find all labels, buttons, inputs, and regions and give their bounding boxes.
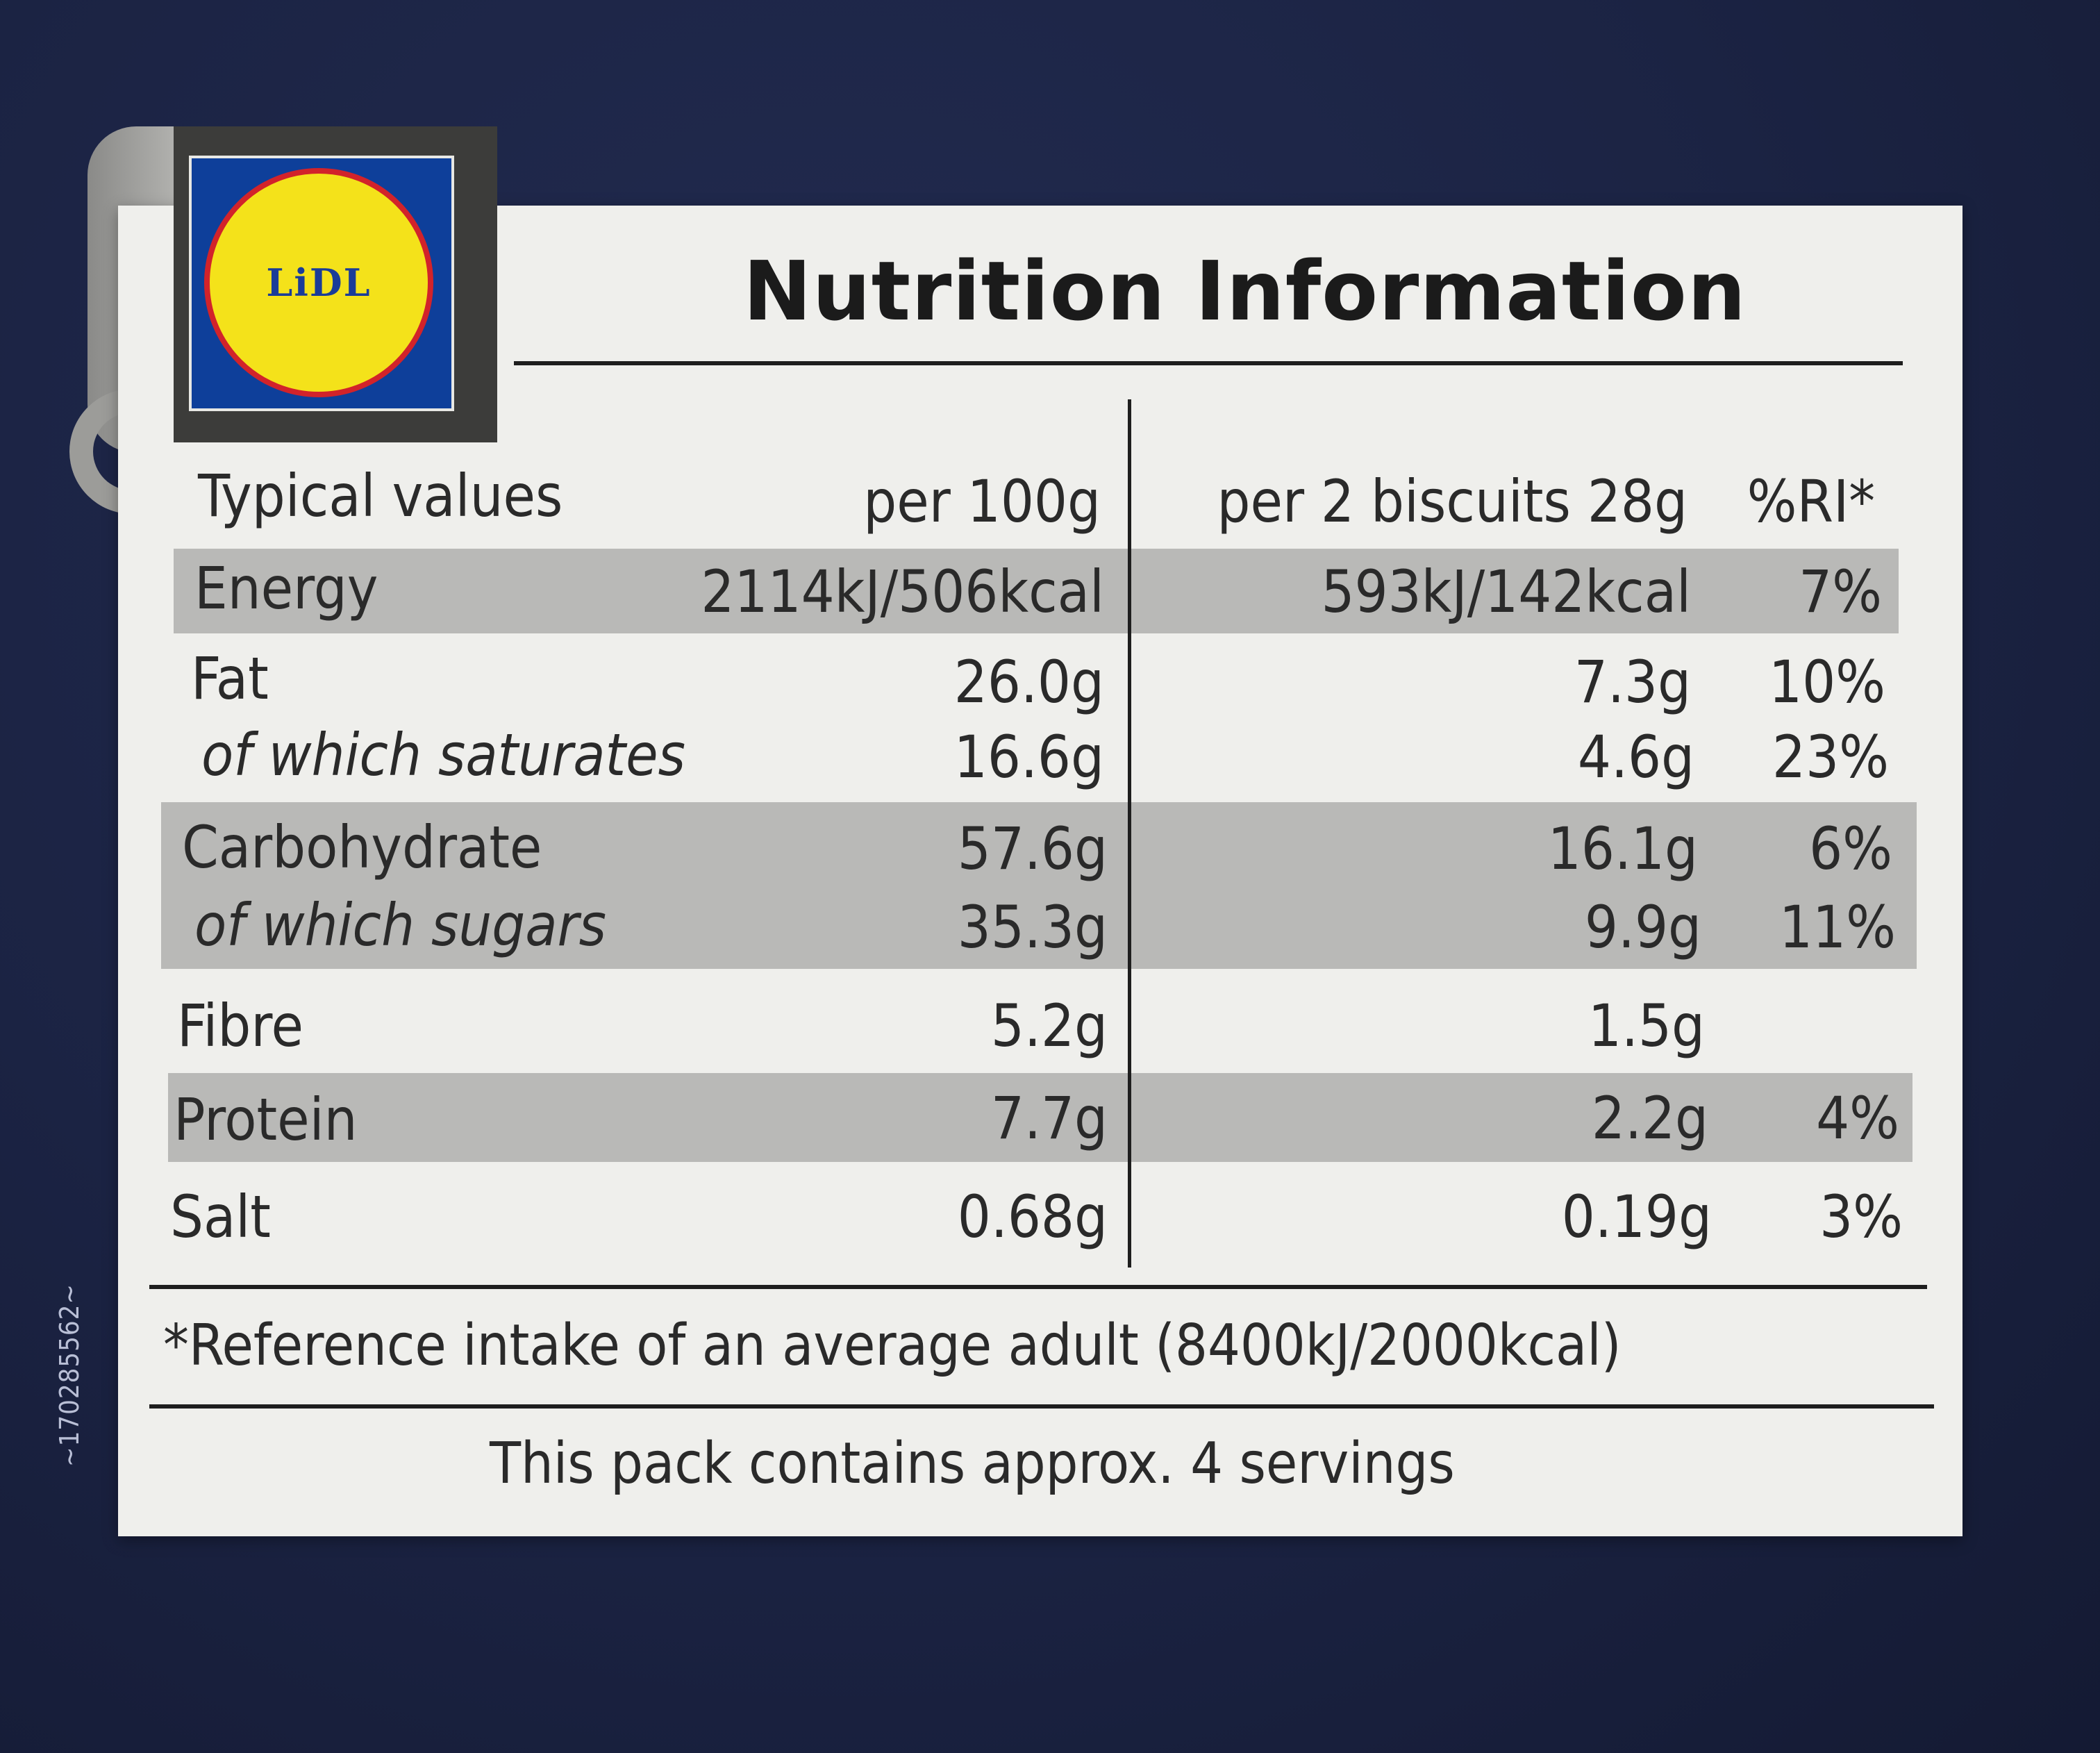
lidl-logo: LiDL: [189, 156, 454, 411]
row-label-salt: Salt: [170, 1183, 271, 1251]
reference-intake-footnote: *Reference intake of an average adult (8…: [163, 1313, 1622, 1379]
row-ri-fat: 10%: [1769, 648, 1885, 716]
row-ri-energy: 7%: [1799, 558, 1882, 626]
row-serving-saturates: 4.6g: [1577, 723, 1694, 791]
column-divider: [1128, 399, 1131, 1268]
row-per100-sugars: 35.3g: [957, 893, 1108, 961]
row-ri-salt: 3%: [1819, 1183, 1903, 1251]
header-ri: %RI*: [1747, 467, 1875, 535]
row-band-carbohydrate: [161, 802, 1917, 969]
row-serving-fibre: 1.5g: [1588, 992, 1705, 1060]
row-band-protein: [168, 1073, 1912, 1162]
row-serving-salt: 0.19g: [1561, 1183, 1712, 1251]
title-divider: [514, 361, 1903, 365]
row-per100-fibre: 5.2g: [990, 992, 1108, 1060]
row-serving-protein: 2.2g: [1591, 1084, 1708, 1152]
row-label-energy: Energy: [194, 554, 378, 622]
batch-code: ~170285562~: [54, 1283, 85, 1468]
row-label-sugars: of which sugars: [194, 891, 606, 959]
page-title: Nutrition Information: [743, 243, 1747, 339]
row-per100-carbohydrate: 57.6g: [957, 815, 1108, 883]
row-band-energy: [174, 549, 1899, 633]
lidl-logo-circle: LiDL: [204, 168, 433, 397]
row-label-fibre: Fibre: [177, 992, 304, 1060]
row-per100-saturates: 16.6g: [953, 723, 1104, 791]
table-bottom-divider: [149, 1285, 1927, 1289]
row-serving-carbohydrate: 16.1g: [1547, 815, 1698, 883]
row-ri-saturates: 23%: [1772, 723, 1889, 791]
row-ri-sugars: 11%: [1779, 893, 1896, 961]
header-per-100g: per 100g: [863, 467, 1101, 535]
header-per-serving: per 2 biscuits 28g: [1217, 467, 1688, 535]
row-serving-fat: 7.3g: [1574, 648, 1691, 716]
row-per100-salt: 0.68g: [957, 1183, 1108, 1251]
row-per100-energy: 2114kJ/506kcal: [701, 558, 1104, 626]
row-ri-protein: 4%: [1816, 1084, 1899, 1152]
row-label-saturates: of which saturates: [201, 721, 686, 789]
row-serving-sugars: 9.9g: [1584, 893, 1701, 961]
lidl-logo-text: LiDL: [266, 260, 372, 305]
row-label-carbohydrate: Carbohydrate: [182, 813, 542, 881]
header-typical-values: Typical values: [198, 462, 563, 530]
row-label-protein: Protein: [174, 1086, 358, 1154]
row-per100-fat: 26.0g: [953, 648, 1104, 716]
row-ri-carbohydrate: 6%: [1809, 815, 1892, 883]
row-serving-energy: 593kJ/142kcal: [1321, 558, 1691, 626]
row-label-fat: Fat: [191, 645, 269, 713]
row-per100-protein: 7.7g: [990, 1084, 1108, 1152]
footnote-divider: [149, 1404, 1934, 1409]
servings-note: This pack contains approx. 4 servings: [490, 1431, 1455, 1497]
